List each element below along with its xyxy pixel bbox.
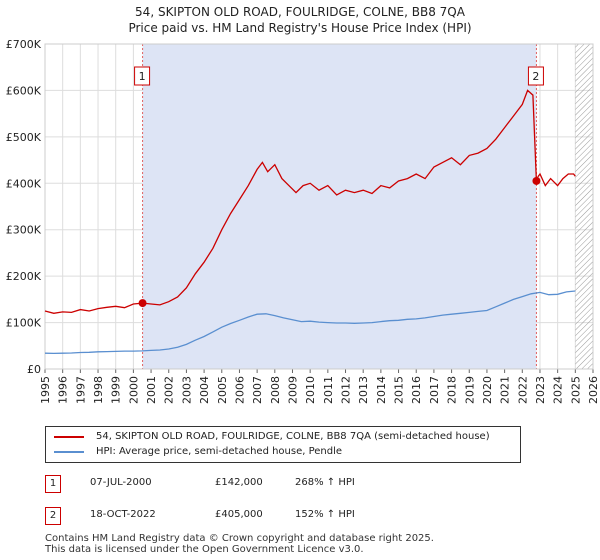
x-tick-label: 1996 [57,376,70,404]
legend-swatch-property [54,436,84,438]
x-tick-label: 2007 [251,376,264,404]
sale-label-box [527,66,544,86]
legend-label-property: 54, SKIPTON OLD ROAD, FOULRIDGE, COLNE, … [96,431,490,442]
legend: 54, SKIPTON OLD ROAD, FOULRIDGE, COLNE, … [45,426,521,463]
x-tick-label: 1995 [39,376,52,404]
footer-copyright: Contains HM Land Registry data © Crown c… [45,533,434,544]
hpi-line [44,290,576,355]
x-tick-label: 2022 [516,376,529,404]
x-tick-label: 2008 [269,376,282,404]
sale-label-box [134,66,151,86]
x-tick-label: 2024 [552,376,565,404]
future-hatch-area [575,44,593,369]
x-tick-label: 2021 [499,376,512,404]
sale-label-number: 2 [532,70,539,83]
sale-label-number: 1 [139,70,146,83]
x-tick-label: 2019 [463,376,476,404]
x-tick-label: 2003 [180,376,193,404]
x-tick-label: 2025 [569,376,582,404]
x-tick-label: 2015 [393,376,406,404]
x-tick-label: 2005 [216,376,229,404]
chart-title: 54, SKIPTON OLD ROAD, FOULRIDGE, COLNE, … [135,5,465,19]
legend-item-hpi: HPI: Average price, semi-detached house,… [54,445,342,459]
x-tick-label: 2001 [145,376,158,404]
x-tick-label: 2013 [357,376,370,404]
transaction-date: 07-JUL-2000 [90,477,152,488]
x-tick-label: 2011 [322,376,335,404]
x-tick-label: 2002 [163,376,176,404]
x-tick-label: 2023 [534,376,547,404]
x-tick-label: 1997 [74,376,87,404]
transaction-price: £405,000 [215,509,263,520]
x-tick-label: 2017 [428,376,441,404]
transaction-number: 2 [45,507,61,525]
transaction-hpi-change: 268% ↑ HPI [295,477,355,488]
price-chart: £0 £100K £200K £300K £400K £500K £600K £700K 199… [6,38,600,404]
legend-item-property: 54, SKIPTON OLD ROAD, FOULRIDGE, COLNE, … [54,430,490,444]
y-tick-label: £400K [6,177,42,190]
x-tick-label: 2006 [233,376,246,404]
transaction-number: 1 [45,475,61,493]
y-tick-label: £700K [6,38,42,51]
sale-point [532,176,541,185]
x-tick-label: 2004 [198,376,211,404]
x-tick-label: 1998 [92,376,105,404]
y-tick-label: £600K [6,84,42,97]
x-tick-label: 2009 [286,376,299,404]
x-tick-label: 2016 [410,376,423,404]
plot-border [44,43,594,370]
chart-subtitle: Price paid vs. HM Land Registry's House … [128,21,472,35]
transaction-date: 18-OCT-2022 [90,509,156,520]
transaction-hpi-change: 152% ↑ HPI [295,509,355,520]
legend-swatch-hpi [54,451,84,453]
ownership-period-shade [142,44,537,369]
y-tick-label: £200K [6,270,42,283]
transaction-price: £142,000 [215,477,263,488]
x-tick-label: 2000 [127,376,140,404]
x-tick-label: 2020 [481,376,494,404]
x-tick-label: 2010 [304,376,317,404]
y-tick-label: £100K [6,317,42,330]
x-tick-label: 2018 [446,376,459,404]
footer-licence: This data is licensed under the Open Gov… [45,544,364,555]
sale-point [138,299,147,308]
x-tick-label: 2014 [375,376,388,404]
x-tick-label: 2012 [340,376,353,404]
y-tick-label: £300K [6,224,42,237]
x-tick-label: 1999 [110,376,123,404]
footer: Contains HM Land Registry data © Crown c… [45,533,595,555]
y-tick-label: £0 [27,363,41,376]
x-tick-label: 2026 [587,376,600,404]
y-tick-label: £500K [6,131,42,144]
legend-label-hpi: HPI: Average price, semi-detached house,… [96,446,343,457]
